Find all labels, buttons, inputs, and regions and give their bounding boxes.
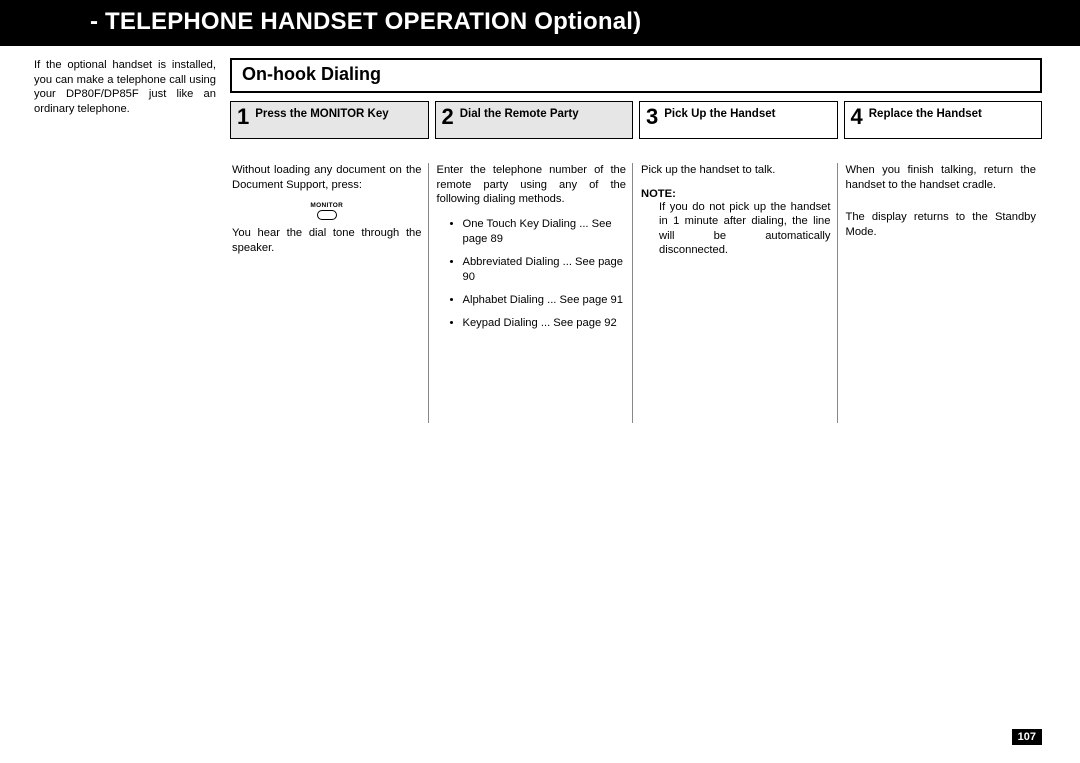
step-4-header: 4 Replace the Handset bbox=[844, 101, 1043, 139]
step-2-number: 2 bbox=[438, 104, 460, 128]
monitor-key-label: MONITOR bbox=[232, 202, 422, 209]
step-1-content: Without loading any document on the Docu… bbox=[230, 163, 429, 423]
step-2-title: Dial the Remote Party bbox=[460, 104, 579, 121]
step-4-title: Replace the Handset bbox=[869, 104, 982, 121]
step-3-header: 3 Pick Up the Handset bbox=[639, 101, 838, 139]
step-4-para2: The display returns to the Standby Mode. bbox=[846, 210, 1037, 239]
page-number-value: 107 bbox=[1018, 731, 1036, 743]
list-item: One Touch Key Dialing ... See page 89 bbox=[463, 217, 627, 247]
dialing-methods-list: One Touch Key Dialing ... See page 89 Ab… bbox=[437, 217, 627, 332]
step-2-header: 2 Dial the Remote Party bbox=[435, 101, 634, 139]
chapter-header: - TELEPHONE HANDSET OPERATION Optional) bbox=[0, 0, 1080, 46]
page-number: 107 bbox=[1012, 729, 1042, 745]
step-1-para1: Without loading any document on the Docu… bbox=[232, 163, 422, 192]
step-2: 2 Dial the Remote Party Enter the teleph… bbox=[435, 101, 634, 423]
step-3-number: 3 bbox=[642, 104, 664, 128]
step-2-content: Enter the telephone number of the remote… bbox=[435, 163, 634, 423]
step-1-title: Press the MONITOR Key bbox=[255, 104, 388, 121]
section-title: On-hook Dialing bbox=[242, 64, 381, 84]
step-4-para1: When you finish talking, return the hand… bbox=[846, 163, 1037, 192]
list-item: Abbreviated Dialing ... See page 90 bbox=[463, 255, 627, 285]
section-title-box: On-hook Dialing bbox=[230, 58, 1042, 93]
list-item: Keypad Dialing ... See page 92 bbox=[463, 316, 627, 331]
intro-column: If the optional handset is installed, yo… bbox=[34, 58, 216, 423]
step-2-para1: Enter the telephone number of the remote… bbox=[437, 163, 627, 207]
page-body: If the optional handset is installed, yo… bbox=[0, 46, 1080, 435]
step-3-content: Pick up the handset to talk. NOTE: If yo… bbox=[639, 163, 838, 423]
step-4-content: When you finish talking, return the hand… bbox=[844, 163, 1043, 423]
steps-row: 1 Press the MONITOR Key Without loading … bbox=[230, 101, 1042, 423]
step-3-title: Pick Up the Handset bbox=[664, 104, 775, 121]
step-3: 3 Pick Up the Handset Pick up the handse… bbox=[639, 101, 838, 423]
note-body: If you do not pick up the handset in 1 m… bbox=[641, 200, 831, 258]
monitor-key-icon bbox=[317, 210, 337, 220]
chapter-title: - TELEPHONE HANDSET OPERATION Optional) bbox=[90, 8, 641, 35]
step-4-number: 4 bbox=[847, 104, 869, 128]
step-1-para2: You hear the dial tone through the speak… bbox=[232, 226, 422, 255]
monitor-key-graphic: MONITOR bbox=[232, 202, 422, 220]
note-label: NOTE: bbox=[641, 188, 831, 200]
step-3-para1: Pick up the handset to talk. bbox=[641, 163, 831, 178]
step-1-header: 1 Press the MONITOR Key bbox=[230, 101, 429, 139]
step-4: 4 Replace the Handset When you finish ta… bbox=[844, 101, 1043, 423]
step-1-number: 1 bbox=[233, 104, 255, 128]
intro-text: If the optional handset is installed, yo… bbox=[34, 58, 216, 116]
step-1: 1 Press the MONITOR Key Without loading … bbox=[230, 101, 429, 423]
main-column: On-hook Dialing 1 Press the MONITOR Key … bbox=[230, 58, 1042, 423]
list-item: Alphabet Dialing ... See page 91 bbox=[463, 293, 627, 308]
